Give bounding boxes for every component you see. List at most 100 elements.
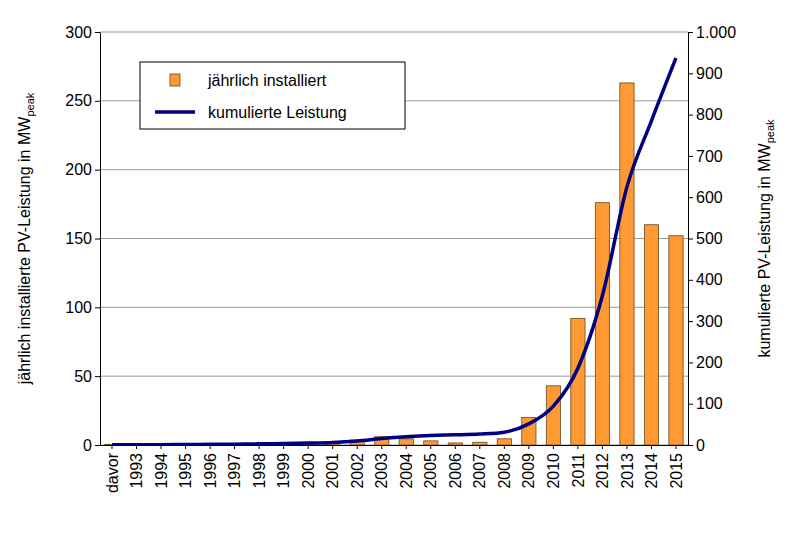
x-tick-mark: [430, 445, 431, 449]
y2-tick-mark: [688, 445, 693, 446]
y-tick-mark: [95, 376, 100, 377]
x-tick: 2012: [594, 445, 611, 489]
y2-tick-mark: [688, 321, 693, 322]
x-tick: 2006: [447, 445, 464, 489]
y2-tick-label: 0: [696, 437, 705, 454]
bar: [473, 442, 487, 445]
x-axis-line: [101, 445, 689, 446]
y2-tick: 100: [688, 395, 723, 412]
x-tick-label: 2004: [398, 453, 415, 489]
y2-axis: 01002003004005006007008009001.000: [688, 24, 736, 454]
x-tick-mark: [602, 445, 603, 449]
y2-tick-mark: [688, 73, 693, 74]
x-tick: 1999: [275, 445, 292, 489]
x-tick-mark: [259, 445, 260, 449]
y2-tick: 1.000: [688, 24, 736, 41]
bar: [595, 203, 609, 445]
x-tick-label: 1995: [177, 453, 194, 489]
y2-tick: 700: [688, 148, 723, 165]
bar: [644, 225, 658, 445]
x-tick-label: 2007: [471, 453, 488, 489]
legend-label: jährlich installiert: [207, 72, 327, 89]
x-tick: 1995: [177, 445, 194, 489]
x-tick-mark: [577, 445, 578, 449]
bars: [105, 83, 683, 445]
x-tick-label: 2013: [619, 453, 636, 489]
y2-axis-title-sub: peak: [764, 119, 776, 143]
x-tick: 2011: [570, 445, 587, 487]
y2-tick-label: 400: [696, 271, 723, 288]
x-tick: 2003: [373, 445, 390, 489]
y-tick-mark: [95, 239, 100, 240]
x-tick-mark: [112, 445, 113, 449]
x-tick-mark: [381, 445, 382, 449]
x-tick-label: 2002: [349, 453, 366, 489]
y2-tick-mark: [688, 115, 693, 116]
bar: [424, 441, 438, 445]
y-tick-label: 200: [65, 161, 92, 178]
legend-swatch: [170, 74, 180, 86]
y2-tick-label: 600: [696, 189, 723, 206]
x-tick: 2013: [619, 445, 636, 489]
y-tick: 150: [65, 230, 100, 247]
x-tick: 1998: [251, 445, 268, 489]
y2-tick: 600: [688, 189, 723, 206]
y2-tick-mark: [688, 362, 693, 363]
x-tick-label: 2014: [643, 453, 660, 489]
line: [112, 58, 676, 445]
bar: [399, 439, 413, 445]
x-tick: 2008: [496, 445, 513, 489]
x-tick: 2002: [349, 445, 366, 489]
x-tick: davor: [104, 445, 121, 493]
x-tick: 1996: [202, 445, 219, 489]
x-tick-label: davor: [104, 452, 121, 493]
y2-tick-label: 700: [696, 148, 723, 165]
y-tick: 0: [83, 437, 100, 454]
x-tick: 2007: [471, 445, 488, 489]
y-tick: 50: [74, 368, 100, 385]
y2-tick-mark: [688, 239, 693, 240]
x-tick-label: 2006: [447, 453, 464, 489]
legend: jährlich installiertkumulierte Leistung: [140, 62, 405, 129]
y2-tick-label: 1.000: [696, 24, 736, 41]
x-tick: 2014: [643, 445, 660, 489]
y-axis: 0 50 100 150 200 250 300: [65, 24, 100, 454]
x-tick-mark: [479, 445, 480, 449]
y2-tick-label: 100: [696, 395, 723, 412]
x-tick-label: 1999: [275, 453, 292, 489]
x-tick-mark: [455, 445, 456, 449]
x-tick-label: 2009: [520, 453, 537, 489]
x-tick: 1993: [128, 445, 145, 489]
x-tick-mark: [528, 445, 529, 449]
x-tick: 2010: [545, 445, 562, 489]
y2-tick-label: 500: [696, 230, 723, 247]
x-tick: 2004: [398, 445, 415, 489]
x-tick: 2009: [520, 445, 537, 489]
y2-tick: 800: [688, 106, 723, 123]
x-tick-label: 2012: [594, 453, 611, 489]
y-axis-title-main: jährlich installierte PV-Leistung in MW: [16, 116, 33, 386]
y-tick: 300: [65, 24, 100, 41]
x-tick-label: 2001: [324, 453, 341, 489]
y-axis-title: jährlich installierte PV-Leistung in MWp…: [16, 92, 36, 385]
y2-tick-label: 200: [696, 354, 723, 371]
y2-tick: 300: [688, 313, 723, 330]
x-tick-mark: [283, 445, 284, 449]
y-tick-label: 250: [65, 92, 92, 109]
x-tick-mark: [308, 445, 309, 449]
y-tick-label: 50: [74, 368, 92, 385]
y-tick-label: 100: [65, 299, 92, 316]
x-tick-mark: [210, 445, 211, 449]
y-tick-mark: [95, 101, 100, 102]
bar: [546, 386, 560, 445]
x-tick-label: 1996: [202, 453, 219, 489]
grid-line: [100, 169, 688, 170]
y2-tick-label: 300: [696, 313, 723, 330]
x-tick-label: 2011: [570, 453, 587, 488]
x-tick-label: 2003: [373, 453, 390, 489]
y-tick-mark: [95, 307, 100, 308]
x-tick-mark: [406, 445, 407, 449]
y-tick-label: 300: [65, 24, 92, 41]
x-tick-mark: [185, 445, 186, 449]
x-tick-mark: [675, 445, 676, 449]
